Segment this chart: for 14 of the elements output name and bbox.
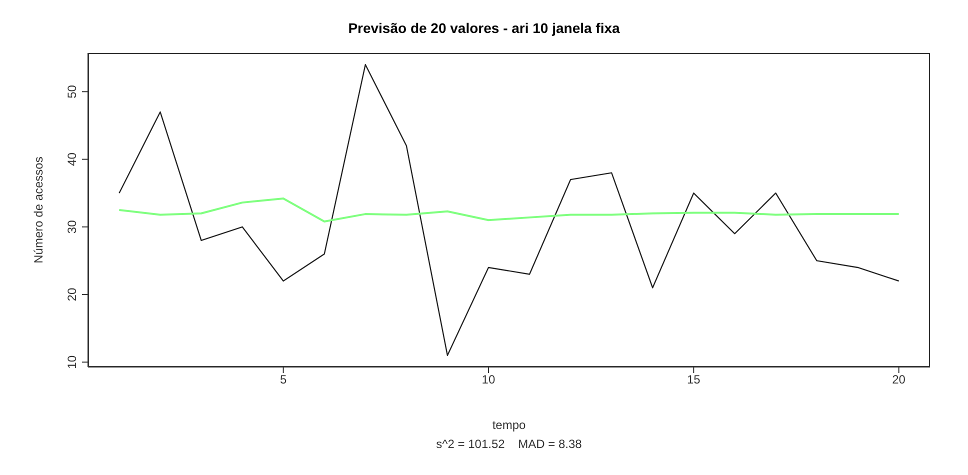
y-tick-label: 40 <box>65 152 79 166</box>
y-tick-label: 10 <box>65 355 79 369</box>
x-axis-title: tempo <box>492 418 526 432</box>
y-tick-label: 20 <box>65 288 79 302</box>
line-series <box>118 198 900 222</box>
x-tick-label: 10 <box>482 372 496 387</box>
chart-title: Previsão de 20 valores - ari 10 janela fixa <box>347 20 621 36</box>
x-tick-label: 5 <box>280 372 287 387</box>
x-tick-label: 20 <box>892 372 906 387</box>
text: s^2 = 101.52 MAD = 8.38 <box>435 437 583 451</box>
y-tick-label: 30 <box>65 220 79 234</box>
y-tick-label: 50 <box>65 84 79 98</box>
y-axis-title: Número de acessos <box>31 156 46 264</box>
x-tick-label: 15 <box>686 372 701 387</box>
